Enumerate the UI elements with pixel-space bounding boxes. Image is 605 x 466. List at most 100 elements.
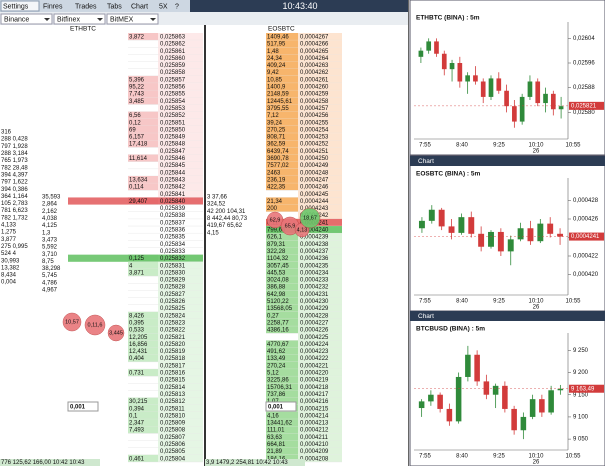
volume[interactable]: 517,95 <box>267 42 286 48</box>
volume[interactable]: 322,28 <box>267 249 286 255</box>
price[interactable]: 0,025848 <box>160 142 186 148</box>
exchange-select[interactable] <box>106 13 159 25</box>
tab[interactable]: Trades <box>75 3 97 10</box>
price[interactable]: 0,0004255 <box>300 120 329 126</box>
volume[interactable]: 7,743 <box>129 92 145 98</box>
price[interactable]: 0,0004266 <box>300 42 329 48</box>
volume[interactable]: 12,205 <box>129 335 148 341</box>
price[interactable]: 0,025804 <box>160 456 186 462</box>
volume[interactable]: 39,24 <box>267 120 283 126</box>
volume[interactable]: 7,493 <box>129 428 145 434</box>
volume[interactable]: 8,426 <box>129 313 145 319</box>
price[interactable]: 0,025821 <box>160 335 186 341</box>
price[interactable]: 0,0004251 <box>300 149 329 155</box>
price[interactable]: 0,0004245 <box>300 192 329 198</box>
price[interactable]: 0,0004228 <box>300 313 329 319</box>
volume[interactable]: 4,16 <box>267 413 279 419</box>
price[interactable]: 0,0004209 <box>300 449 329 455</box>
volume[interactable]: 5120,22 <box>267 299 289 305</box>
price[interactable]: 0,025815 <box>160 378 186 384</box>
tab[interactable]: Finres <box>43 3 63 10</box>
price[interactable]: 0,025840 <box>160 199 186 205</box>
volume[interactable]: 0,461 <box>129 456 145 462</box>
dropdown-arrow[interactable] <box>150 18 156 21</box>
price[interactable]: 0,0004260 <box>300 85 329 91</box>
volume[interactable]: 13568,05 <box>267 306 293 312</box>
volume[interactable]: 12,431 <box>129 349 148 355</box>
price[interactable]: 0,0004208 <box>300 456 329 462</box>
price[interactable]: 0,025839 <box>160 206 186 212</box>
tab[interactable]: ? <box>175 3 179 10</box>
price[interactable]: 0,025836 <box>160 228 186 234</box>
volume[interactable]: 236,19 <box>267 177 286 183</box>
price[interactable]: 0,025822 <box>160 328 186 334</box>
price[interactable]: 0,0004240 <box>300 228 329 234</box>
price[interactable]: 0,025853 <box>160 106 186 112</box>
qty[interactable]: 0,001 <box>70 404 86 410</box>
price[interactable]: 0,025827 <box>160 292 186 298</box>
volume[interactable]: 409,24 <box>267 63 286 69</box>
volume[interactable]: 0,12 <box>129 120 141 126</box>
exchange-name[interactable]: Binance <box>4 16 29 23</box>
price[interactable]: 0,0004246 <box>300 185 329 191</box>
dropdown-arrow[interactable] <box>97 18 103 21</box>
volume[interactable]: 270,25 <box>267 127 286 133</box>
volume[interactable]: 21,34 <box>267 199 283 205</box>
price[interactable]: 0,025835 <box>160 235 186 241</box>
volume[interactable]: 0,1 <box>129 413 138 419</box>
price[interactable]: 0,0004265 <box>300 49 329 55</box>
price[interactable]: 0,025843 <box>160 177 186 183</box>
price[interactable]: 0,0004234 <box>300 270 329 276</box>
volume[interactable]: 11,614 <box>129 156 148 162</box>
volume[interactable]: 737,86 <box>267 392 286 398</box>
price[interactable]: 0,0004258 <box>300 99 329 105</box>
price[interactable]: 0,025831 <box>160 263 186 269</box>
price[interactable]: 0,0004214 <box>300 413 329 419</box>
volume[interactable]: 24,34 <box>267 56 283 62</box>
volume[interactable]: 69 <box>129 127 136 133</box>
volume[interactable]: 6439,74 <box>267 149 289 155</box>
volume[interactable]: 799,66 <box>267 228 286 234</box>
volume[interactable]: 3,871 <box>129 270 145 276</box>
volume[interactable]: 0,114 <box>129 185 144 191</box>
price[interactable]: 0,0004262 <box>300 70 329 76</box>
price[interactable]: 0,025820 <box>160 342 186 348</box>
price[interactable]: 0,025807 <box>160 435 186 441</box>
price[interactable]: 0,025856 <box>160 85 186 91</box>
volume[interactable]: 0,533 <box>129 328 145 334</box>
volume[interactable]: 95,22 <box>129 85 145 91</box>
price[interactable]: 0,025842 <box>160 185 186 191</box>
price[interactable]: 0,025850 <box>160 127 186 133</box>
dropdown-arrow[interactable] <box>44 18 50 21</box>
volume[interactable]: 2258,77 <box>267 320 289 326</box>
price[interactable]: 0,025838 <box>160 213 186 219</box>
price[interactable]: 0,025818 <box>160 356 186 362</box>
price[interactable]: 0,0004223 <box>300 349 329 355</box>
volume[interactable]: 2,347 <box>129 421 145 427</box>
volume[interactable]: 1400,9 <box>267 85 286 91</box>
price[interactable]: 0,025808 <box>160 428 186 434</box>
price[interactable]: 0,025834 <box>160 242 186 248</box>
price[interactable]: 0,0004224 <box>300 342 329 348</box>
price[interactable]: 0,0004212 <box>300 428 329 434</box>
volume[interactable]: 133,49 <box>267 356 286 362</box>
price[interactable]: 0,0004213 <box>300 421 329 427</box>
volume[interactable]: 13,634 <box>129 177 148 183</box>
volume[interactable]: 3795,55 <box>267 106 289 112</box>
price[interactable]: 0,0004252 <box>300 142 329 148</box>
price[interactable]: 0,0004244 <box>300 199 329 205</box>
price[interactable]: 0,025828 <box>160 285 186 291</box>
price[interactable]: 0,025862 <box>160 42 186 48</box>
price[interactable]: 0,0004210 <box>300 442 329 448</box>
volume[interactable]: 386,88 <box>267 285 286 291</box>
volume[interactable]: 6,56 <box>129 113 141 119</box>
volume[interactable]: 642,98 <box>267 292 286 298</box>
price[interactable]: 0,0004227 <box>300 320 329 326</box>
price[interactable]: 0,025854 <box>160 99 186 105</box>
price[interactable]: 0,025833 <box>160 249 186 255</box>
volume[interactable]: 13441,62 <box>267 421 293 427</box>
price[interactable]: 0,0004215 <box>300 406 329 412</box>
volume[interactable]: 15706,31 <box>267 385 293 391</box>
volume[interactable]: 445,53 <box>267 270 286 276</box>
volume[interactable]: 2148,59 <box>267 92 289 98</box>
